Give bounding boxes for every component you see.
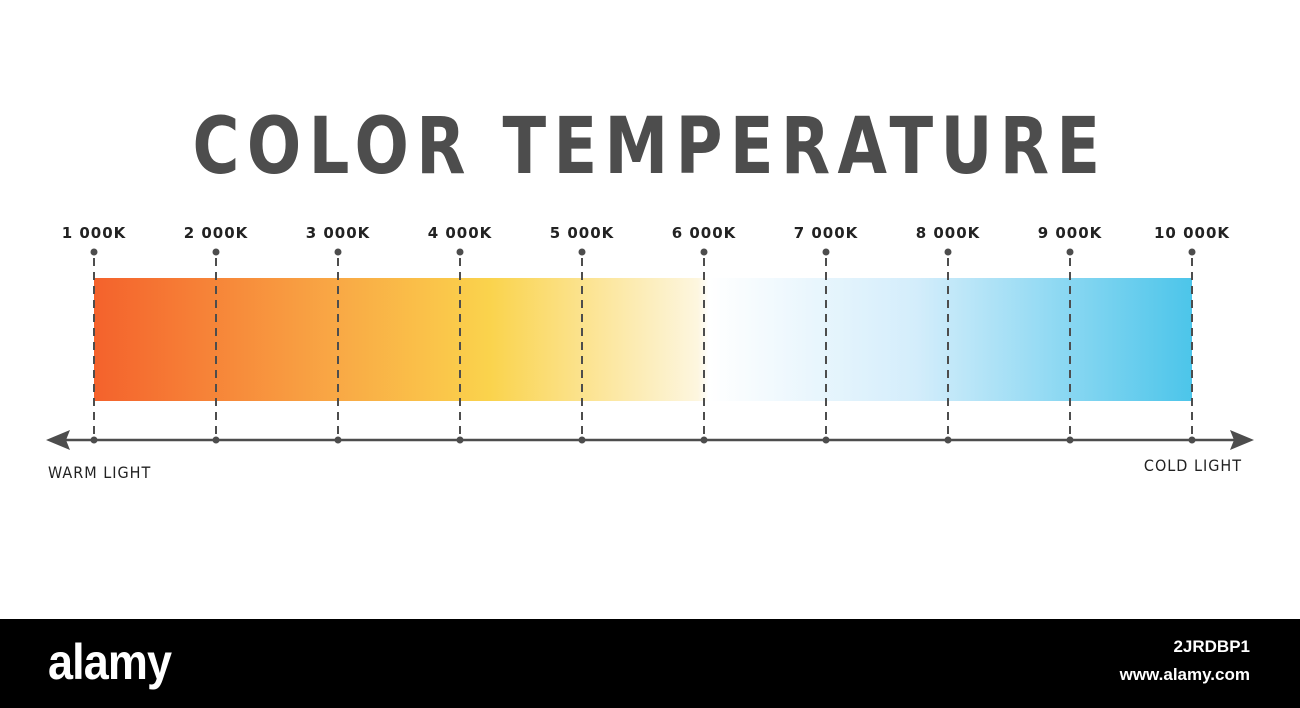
tick-label: 4 000K [428,224,493,242]
stock-image-id: 2JRDBP1 [1173,637,1250,656]
tick-marks: 1 000K 2 000K 3 000K 4 000K 5 000K 6 000K 7 00… [62,224,1230,444]
tick-top-dot [90,248,98,256]
watermark-footer: alamy 2JRDBP1 www.alamy.com [0,619,1300,708]
site-url: www.alamy.com [1119,665,1250,684]
tick-top-dot [1188,248,1196,256]
tick-label: 7 000K [794,224,859,242]
tick-label: 6 000K [672,224,737,242]
tick-top-dot [334,248,342,256]
tick-label: 10 000K [1154,224,1230,242]
tick-label: 3 000K [306,224,371,242]
tick-group: 9 000K [1038,224,1103,444]
tick-group: 10 000K [1154,224,1230,444]
right-arrow-icon [1230,430,1254,450]
warm-light-label: WARM LIGHT [48,463,151,482]
tick-top-dot [456,248,464,256]
tick-group: 4 000K [428,224,493,444]
tick-label: 8 000K [916,224,981,242]
tick-label: 5 000K [550,224,615,242]
tick-group: 6 000K [672,224,737,444]
tick-group: 1 000K [62,224,127,444]
left-arrow-icon [46,430,70,450]
tick-label: 1 000K [62,224,127,242]
page-title: COLOR TEMPERATURE [192,102,1108,192]
tick-top-dot [822,248,830,256]
tick-label: 2 000K [184,224,249,242]
tick-top-dot [700,248,708,256]
tick-label: 9 000K [1038,224,1103,242]
cold-light-label: COLD LIGHT [1144,456,1242,475]
tick-top-dot [212,248,220,256]
tick-group: 3 000K [306,224,371,444]
tick-top-dot [578,248,586,256]
tick-top-dot [1066,248,1074,256]
tick-group: 5 000K [550,224,615,444]
color-temperature-diagram: 1 000K 2 000K 3 000K 4 000K 5 000K 6 000K 7 00… [46,224,1254,482]
tick-top-dot [944,248,952,256]
temperature-gradient-bar [94,278,1192,401]
tick-group: 2 000K [184,224,249,444]
brand-logo: alamy [48,634,172,690]
